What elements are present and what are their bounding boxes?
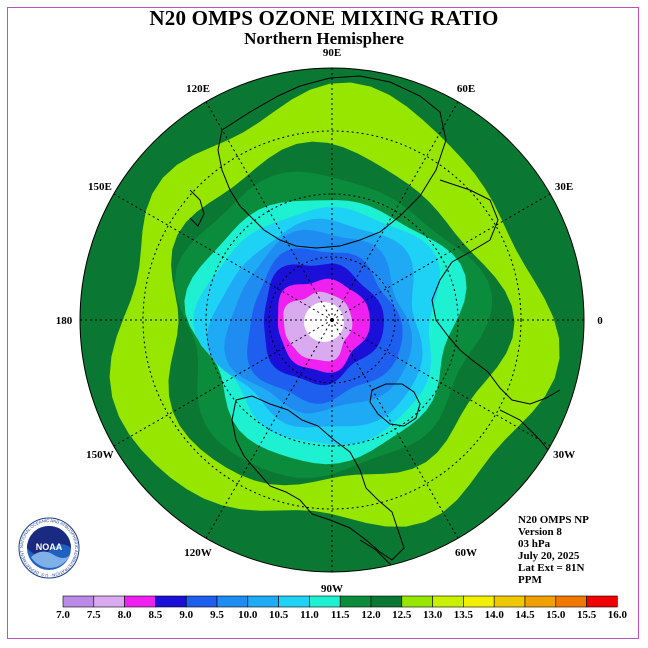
info-level: 03 hPa bbox=[518, 538, 551, 550]
coastline-asia bbox=[217, 75, 447, 249]
coastline-south-america bbox=[359, 539, 401, 572]
meridian-line bbox=[331, 319, 459, 539]
figure-frame bbox=[7, 7, 639, 639]
longitude-label: 90E bbox=[323, 47, 341, 59]
latitude-circle bbox=[142, 130, 522, 510]
noaa-logo: NOAA NATIONAL OCEANIC AND ATMOSPHERIC AD… bbox=[18, 517, 80, 579]
chart-title: N20 OMPS OZONE MIXING RATIO bbox=[149, 6, 499, 30]
longitude-label: 30W bbox=[553, 449, 575, 461]
info-product: N20 OMPS NP bbox=[518, 514, 589, 526]
info-lat-ext: Lat Ext = 81N bbox=[518, 562, 585, 574]
noaa-logo-text: NOAA bbox=[36, 542, 63, 552]
info-units: PPM bbox=[518, 574, 542, 586]
meridian-line bbox=[205, 319, 333, 539]
longitude-labels: 90E 60E 30E 0 30W 60W 90W 120W 150W 180 150E 120E bbox=[56, 47, 604, 595]
longitude-label: 0 bbox=[597, 315, 603, 327]
longitude-label: 120W bbox=[184, 547, 212, 559]
info-date: July 20, 2025 bbox=[518, 550, 580, 562]
product-info: N20 OMPS NP Version 8 03 hPa July 20, 20… bbox=[518, 514, 589, 586]
meridian-line bbox=[331, 319, 551, 447]
longitude-label: 150E bbox=[88, 181, 112, 193]
coastline-japan bbox=[189, 189, 205, 227]
longitude-label: 60W bbox=[455, 547, 477, 559]
meridian-line bbox=[331, 193, 551, 321]
latitude-circle bbox=[268, 256, 396, 384]
longitude-label: 60E bbox=[457, 83, 475, 95]
lat-lon-grid bbox=[80, 68, 584, 572]
info-version: Version 8 bbox=[518, 526, 562, 538]
chart-subtitle: Northern Hemisphere bbox=[244, 29, 404, 48]
longitude-label: 90W bbox=[321, 583, 343, 595]
longitude-label: 150W bbox=[86, 449, 114, 461]
coastline-greenland bbox=[369, 383, 421, 427]
coastline-north-america bbox=[231, 395, 405, 561]
meridian-line bbox=[331, 101, 459, 321]
coastline-europe bbox=[431, 179, 561, 405]
longitude-label: 120E bbox=[186, 83, 210, 95]
meridian-line bbox=[113, 193, 333, 321]
missing-data-pole bbox=[304, 302, 344, 342]
longitude-label: 180 bbox=[56, 315, 73, 327]
meridian-line bbox=[205, 101, 333, 321]
longitude-label: 30E bbox=[555, 181, 573, 193]
map-boundary bbox=[79, 67, 585, 573]
meridian-line bbox=[113, 319, 333, 447]
